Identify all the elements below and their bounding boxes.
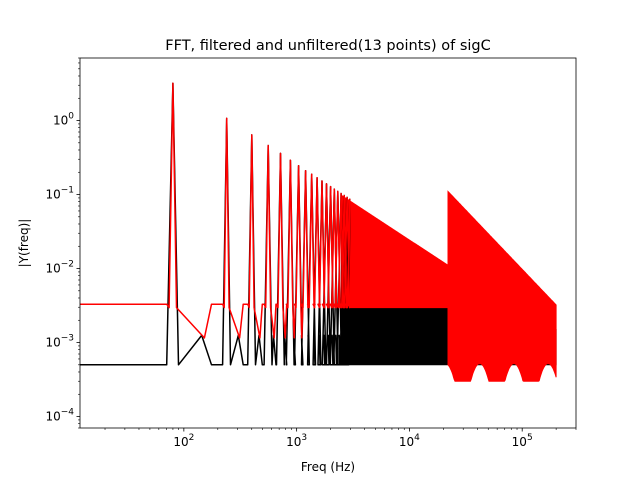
y-tick-label: 100	[53, 112, 74, 128]
x-tick-label: 102	[173, 433, 194, 449]
chart-title: FFT, filtered and unfiltered(13 points) …	[165, 38, 490, 54]
y-tick-label: 10−1	[45, 186, 74, 202]
y-tick-label-exp: −2	[61, 260, 74, 270]
plot-frame	[79, 57, 577, 429]
y-axis-label: |Y(freq)|	[17, 219, 31, 268]
series-filtered-tail	[447, 190, 557, 382]
x-tick-label-exp: 5	[527, 433, 533, 443]
series-filtered-line	[80, 82, 351, 339]
x-tick-label: 105	[512, 433, 533, 449]
x-axis-ticks: 102 103 104 105	[104, 428, 577, 449]
series-group	[80, 82, 557, 382]
y-tick-label: 10−3	[45, 334, 74, 350]
y-tick-label-base: 10	[45, 410, 60, 424]
x-tick-label-exp: 4	[414, 433, 420, 443]
y-tick-label-base: 10	[45, 336, 60, 350]
x-tick-label-base: 10	[286, 435, 301, 449]
x-tick-label-base: 10	[399, 435, 414, 449]
y-tick-label: 10−4	[45, 408, 74, 424]
x-tick-label: 103	[286, 433, 307, 449]
x-tick-label-base: 10	[173, 435, 188, 449]
y-tick-label-exp: −4	[61, 408, 75, 418]
x-axis-label: Freq (Hz)	[301, 460, 355, 474]
y-tick-label-base: 10	[45, 188, 60, 202]
x-tick-label: 104	[399, 433, 420, 449]
x-tick-label-base: 10	[512, 435, 527, 449]
y-tick-label: 10−2	[45, 260, 74, 276]
y-tick-label-base: 10	[45, 262, 60, 276]
y-tick-label-exp: 0	[68, 112, 74, 122]
x-tick-label-exp: 2	[189, 433, 195, 443]
y-tick-label-base: 10	[53, 114, 68, 128]
plot-area	[79, 57, 577, 429]
x-tick-label-exp: 3	[301, 433, 307, 443]
y-tick-label-exp: −1	[61, 186, 74, 196]
y-tick-label-exp: −3	[61, 334, 74, 344]
